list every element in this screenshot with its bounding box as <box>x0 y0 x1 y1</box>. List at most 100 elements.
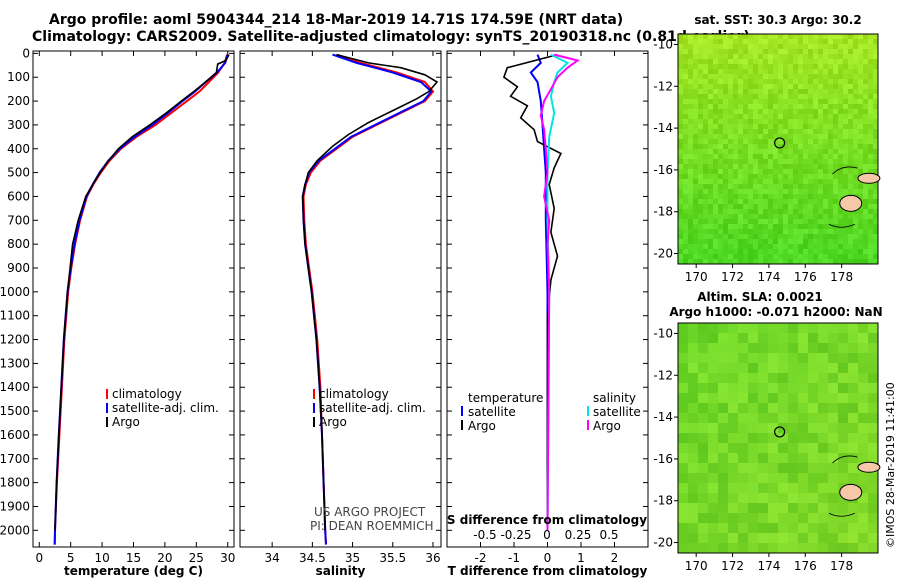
y-tick-label: 1200 <box>0 333 30 347</box>
legend-label: satellite <box>468 405 516 419</box>
map-x-tick-label: 172 <box>721 559 744 573</box>
argo-position-marker <box>774 137 786 149</box>
sla-map-title-1: Altim. SLA: 0.0021 <box>697 290 823 304</box>
x-tick-label: 1 <box>577 551 585 565</box>
sla-map-title-2: Argo h1000: -0.071 h2000: NaN <box>669 305 882 319</box>
legend-label: satellite <box>593 405 641 419</box>
x-tick-label: 34 <box>265 551 280 565</box>
y-tick-label: 800 <box>7 237 30 251</box>
legend-label: climatology <box>112 387 182 401</box>
series-salinity-argo <box>539 53 580 531</box>
map-y-tick-label: -14 <box>653 410 673 424</box>
s-diff-label: S difference from climatology <box>447 513 647 527</box>
x-tick-label: 0 <box>35 551 43 565</box>
map-frame <box>677 33 879 265</box>
y-tick-label: 1300 <box>0 356 30 370</box>
island-vanua-levu <box>857 461 881 473</box>
y-tick-label: 2000 <box>0 523 30 537</box>
map-x-tick-label: 176 <box>794 559 817 573</box>
map-x-tick-label: 176 <box>794 270 817 284</box>
y-tick-label: 400 <box>7 142 30 156</box>
map-x-tick-label: 174 <box>757 559 780 573</box>
x-axis-label: temperature (deg C) <box>64 564 203 578</box>
legend-label: Argo <box>593 419 621 433</box>
x-axis-label: salinity <box>316 564 366 578</box>
island-viti-levu <box>839 483 863 501</box>
legend-title-temperature: temperature <box>468 391 543 405</box>
map-x-tick-label: 178 <box>830 270 853 284</box>
x-tick-label: -1 <box>508 551 520 565</box>
y-tick-label: 200 <box>7 94 30 108</box>
x-tick-label: 35.5 <box>379 551 406 565</box>
map-y-tick-label: -12 <box>653 368 673 382</box>
x-tick-label: 0 <box>544 551 552 565</box>
title-line2: Climatology: CARS2009. Satellite-adjuste… <box>32 29 750 45</box>
legend-label: climatology <box>319 387 389 401</box>
x-tick-label: 30 <box>220 551 235 565</box>
map-y-tick-label: -10 <box>653 326 673 340</box>
sst-map-title: sat. SST: 30.3 Argo: 30.2 <box>694 13 861 27</box>
map-x-tick-label: 178 <box>830 559 853 573</box>
x-tick-label: 34.5 <box>299 551 326 565</box>
y-tick-label: 1800 <box>0 476 30 490</box>
panel-frame-temperature-profile <box>32 50 235 548</box>
map-x-tick-label: 174 <box>757 270 780 284</box>
y-tick-label: 1400 <box>0 380 30 394</box>
s-diff-tick-label: 0.25 <box>565 528 592 542</box>
legend-label: Argo <box>468 419 496 433</box>
legend-label: satellite-adj. clim. <box>112 401 219 415</box>
x-tick-label: 10 <box>94 551 109 565</box>
x-axis-label: T difference from climatology <box>448 564 648 578</box>
reef-outline <box>828 166 858 228</box>
imos-credit: ©IMOS 28-Mar-2019 11:41:00 <box>884 382 897 548</box>
x-tick-label: 35 <box>345 551 360 565</box>
map-x-tick-label: 170 <box>685 270 708 284</box>
legend-title-salinity: salinity <box>593 391 636 405</box>
s-diff-tick-label: 0.5 <box>599 528 618 542</box>
y-tick-label: 1100 <box>0 309 30 323</box>
argo-position-marker <box>774 426 786 438</box>
reef-outline <box>828 455 858 517</box>
map-y-tick-label: -16 <box>653 163 673 177</box>
legend-label: Argo <box>319 415 347 429</box>
legend-label: Argo <box>112 415 140 429</box>
x-tick-label: 25 <box>189 551 204 565</box>
map-sla-map <box>674 322 881 557</box>
map-sst-map <box>674 33 881 268</box>
x-tick-label: 15 <box>126 551 141 565</box>
map-x-tick-label: 172 <box>721 270 744 284</box>
title-line1: Argo profile: aoml 5904344_214 18-Mar-20… <box>49 12 624 28</box>
y-tick-label: 600 <box>7 189 30 203</box>
y-tick-label: 1900 <box>0 499 30 513</box>
island-vanua-levu <box>857 172 881 184</box>
y-tick-label: 300 <box>7 118 30 132</box>
island-viti-levu <box>839 194 863 212</box>
x-tick-label: 2 <box>611 551 619 565</box>
map-y-tick-label: -18 <box>653 205 673 219</box>
panel-frame-salinity-profile <box>239 50 442 548</box>
series-temperature-argo <box>502 53 562 531</box>
s-diff-tick-label: -0.25 <box>500 528 531 542</box>
map-y-tick-label: -10 <box>653 37 673 51</box>
y-tick-label: 500 <box>7 166 30 180</box>
map-y-tick-label: -20 <box>653 247 673 261</box>
x-tick-label: 20 <box>157 551 172 565</box>
s-diff-tick-label: -0.5 <box>473 528 496 542</box>
x-tick-label: 5 <box>67 551 75 565</box>
map-y-tick-label: -12 <box>653 79 673 93</box>
map-y-tick-label: -16 <box>653 452 673 466</box>
legend-label: satellite-adj. clim. <box>319 401 426 415</box>
y-tick-label: 900 <box>7 261 30 275</box>
series-argo <box>54 54 230 531</box>
y-tick-label: 1700 <box>0 452 30 466</box>
map-x-tick-label: 170 <box>685 559 708 573</box>
series-argo <box>301 53 439 531</box>
y-tick-label: 1600 <box>0 428 30 442</box>
x-tick-label: 36 <box>425 551 440 565</box>
y-tick-label: 0 <box>22 46 30 60</box>
y-tick-label: 1500 <box>0 404 30 418</box>
y-tick-label: 100 <box>7 70 30 84</box>
x-tick-label: -2 <box>475 551 487 565</box>
map-y-tick-label: -20 <box>653 536 673 550</box>
